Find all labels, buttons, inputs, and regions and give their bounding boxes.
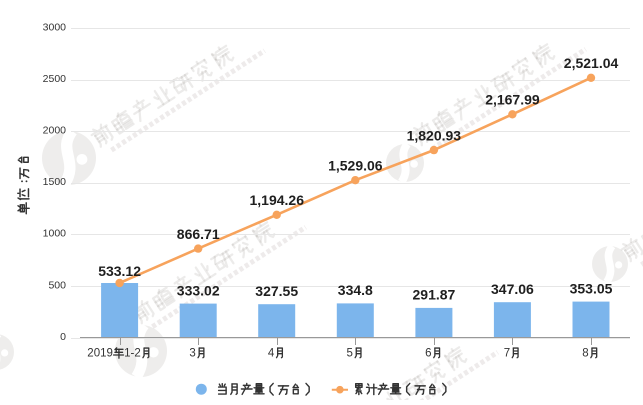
svg-text:347.06: 347.06 <box>491 281 534 297</box>
svg-text:6: 6 <box>425 348 431 360</box>
svg-text:1500: 1500 <box>43 176 67 188</box>
svg-text:333.02: 333.02 <box>177 282 220 298</box>
svg-text:1,194.26: 1,194.26 <box>250 192 305 208</box>
svg-text:8: 8 <box>582 348 588 360</box>
svg-text:2,521.04: 2,521.04 <box>564 55 619 71</box>
svg-text:2500: 2500 <box>43 73 67 85</box>
svg-text:533.12: 533.12 <box>98 263 141 279</box>
svg-text:500: 500 <box>48 279 66 291</box>
svg-text:2000: 2000 <box>43 125 67 137</box>
svg-text:5: 5 <box>347 348 353 360</box>
svg-text:3000: 3000 <box>43 21 67 33</box>
svg-text:1,529.06: 1,529.06 <box>328 158 383 174</box>
svg-text:334.8: 334.8 <box>338 282 373 298</box>
svg-text:291.87: 291.87 <box>413 287 456 303</box>
svg-text:1000: 1000 <box>43 228 67 240</box>
svg-text:2,167.99: 2,167.99 <box>485 92 540 108</box>
svg-text:0: 0 <box>60 331 66 343</box>
svg-text:1,820.93: 1,820.93 <box>407 128 462 144</box>
svg-text:866.71: 866.71 <box>177 226 220 242</box>
svg-text:353.05: 353.05 <box>570 280 613 296</box>
svg-text:1-2: 1-2 <box>124 348 141 360</box>
svg-text:2019: 2019 <box>87 348 113 360</box>
svg-text:327.55: 327.55 <box>255 283 298 299</box>
svg-text:3: 3 <box>189 348 195 360</box>
svg-text:7: 7 <box>504 348 510 360</box>
svg-text:4: 4 <box>268 348 275 360</box>
